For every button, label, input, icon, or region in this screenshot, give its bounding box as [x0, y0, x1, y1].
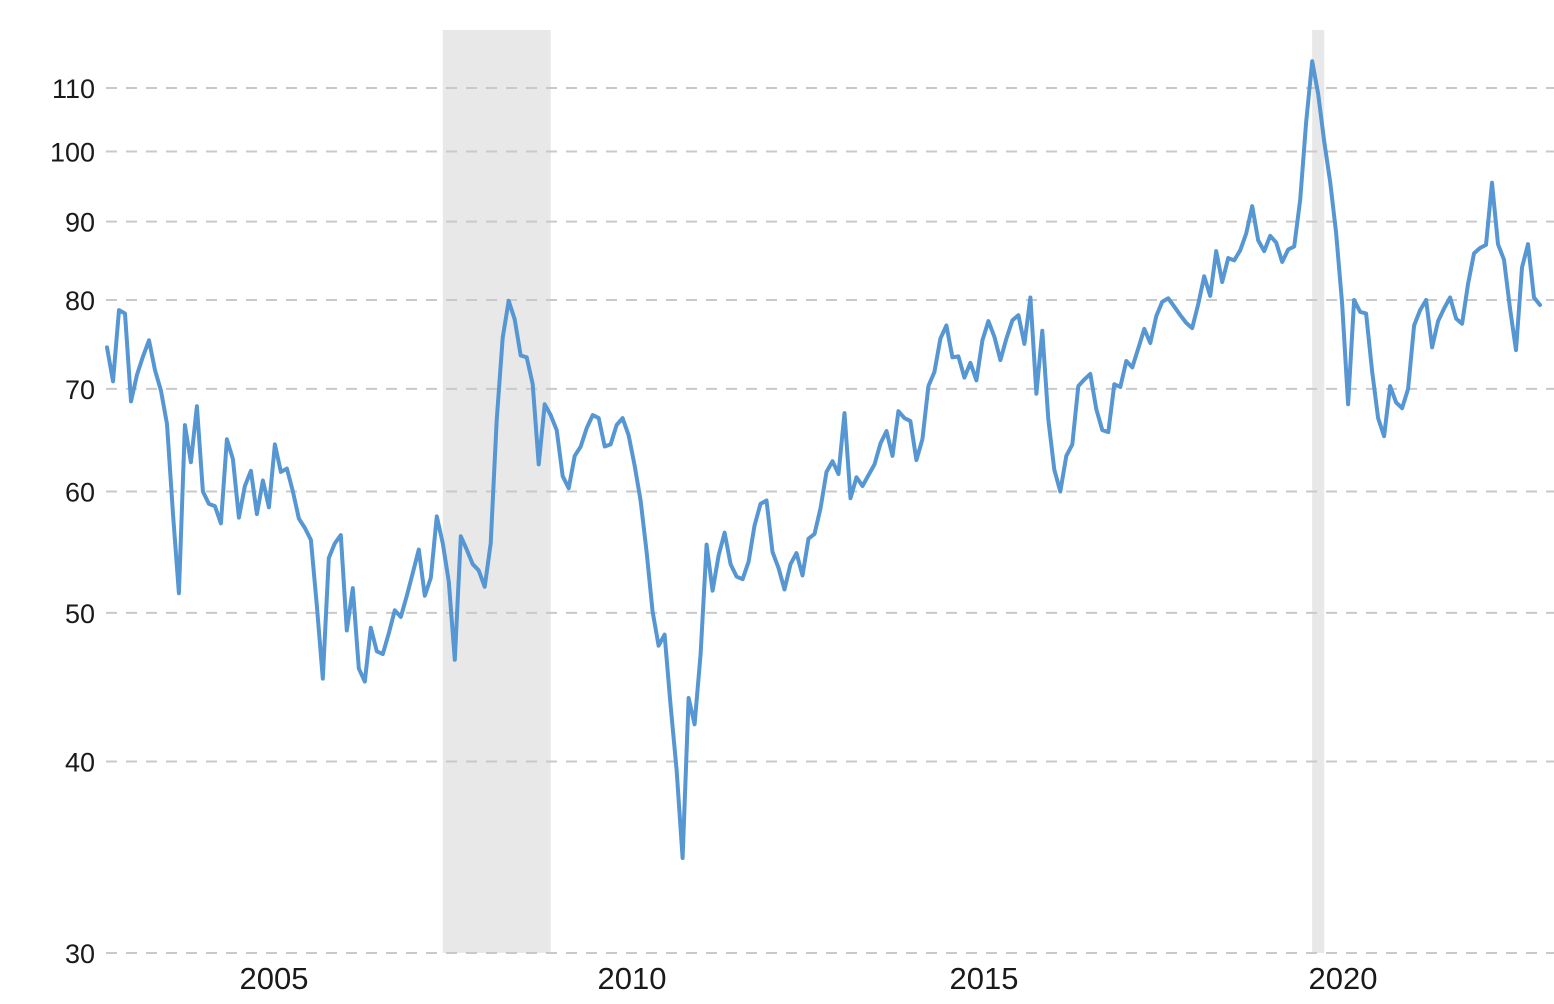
y-axis-tick-label: 40	[65, 748, 95, 778]
data-series-line	[105, 59, 1542, 860]
y-axis-tick-label: 80	[65, 286, 95, 316]
x-axis-tick-label: 2005	[240, 961, 309, 996]
x-axis-tick-label: 2010	[598, 961, 667, 996]
y-axis-tick-label: 60	[65, 478, 95, 508]
y-axis-tick-label: 50	[65, 599, 95, 629]
y-axis-tick-label: 70	[65, 375, 95, 405]
recession-band	[1312, 30, 1325, 953]
x-axis-tick-label: 2020	[1309, 961, 1378, 996]
x-axis-tick-label: 2015	[950, 961, 1019, 996]
y-axis-tick-label: 90	[65, 208, 95, 238]
y-axis-tick-label: 110	[52, 74, 95, 104]
y-axis-tick-label: 100	[50, 138, 95, 168]
y-axis-tick-label: 30	[65, 939, 95, 969]
